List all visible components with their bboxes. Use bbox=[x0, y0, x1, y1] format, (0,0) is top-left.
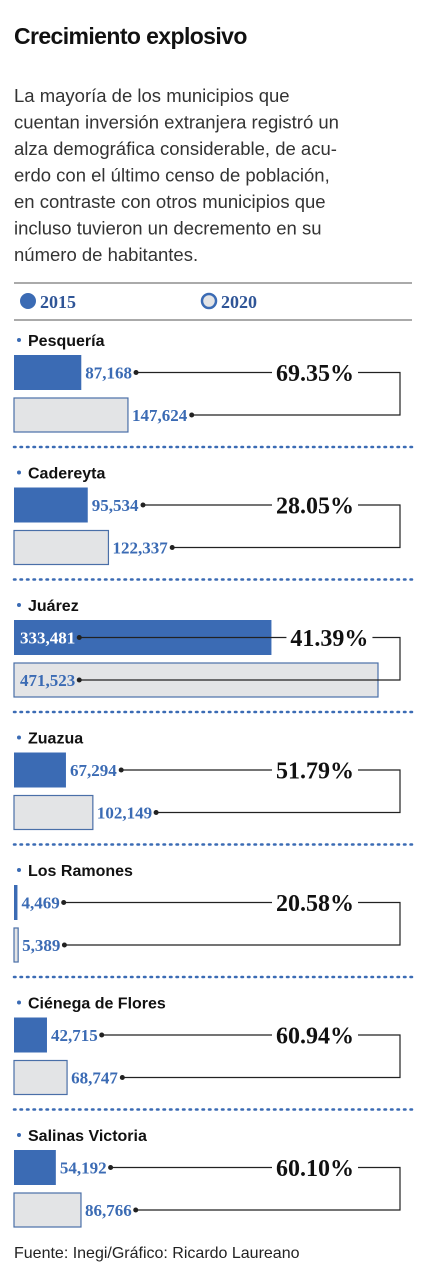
connector-dot bbox=[61, 942, 67, 948]
bar bbox=[14, 355, 82, 390]
subtitle-line: incluso tuvieron un decremento en su bbox=[14, 218, 322, 239]
bar bbox=[14, 1017, 47, 1053]
value-label: 95,534 bbox=[92, 496, 139, 515]
connector-dot bbox=[108, 1165, 114, 1170]
subtitle-line: en contraste con otros municipios que bbox=[14, 191, 326, 212]
connector-dot bbox=[153, 810, 159, 815]
bullet bbox=[17, 868, 21, 872]
value-label: 54,192 bbox=[60, 1159, 107, 1178]
connector bbox=[79, 636, 401, 681]
bar bbox=[13, 1059, 68, 1096]
connector-dot bbox=[118, 767, 124, 773]
subtitle-line: alza demográfica considerable, de acu- bbox=[14, 138, 337, 159]
bullet bbox=[17, 1133, 21, 1137]
growth-label: 60.94% bbox=[276, 1024, 354, 1050]
bullet bbox=[17, 1000, 21, 1005]
value-label: 102,149 bbox=[97, 804, 152, 823]
connector-dot bbox=[140, 502, 146, 508]
bar bbox=[14, 752, 66, 788]
value-label: 471,523 bbox=[20, 671, 75, 690]
category-label: Juárez bbox=[28, 598, 79, 615]
connector bbox=[142, 504, 401, 549]
value-label: 86,766 bbox=[85, 1201, 132, 1220]
connector-dot bbox=[61, 900, 67, 905]
bar bbox=[13, 529, 110, 566]
bar bbox=[13, 927, 19, 963]
connector bbox=[63, 901, 401, 946]
value-label: 333,481 bbox=[20, 629, 75, 648]
value-label: 68,747 bbox=[71, 1069, 118, 1088]
growth-label: 28.05% bbox=[276, 494, 354, 520]
bar bbox=[14, 1150, 56, 1185]
connector-dot bbox=[76, 677, 82, 683]
subtitle-line: La mayoría de los municipios que bbox=[14, 85, 290, 106]
source: Fuente: Inegi/Gráfico: Ricardo Laureano bbox=[14, 1245, 300, 1262]
bar bbox=[13, 397, 129, 433]
subtitle-line: número de habitantes. bbox=[14, 244, 198, 265]
connector-dot bbox=[133, 370, 139, 375]
growth-label: 60.10% bbox=[276, 1156, 354, 1182]
value-label: 122,337 bbox=[112, 539, 168, 558]
bullet bbox=[17, 735, 21, 740]
connector-dot bbox=[119, 1075, 125, 1080]
value-label: 87,168 bbox=[85, 364, 132, 383]
category-label: Pesquería bbox=[28, 333, 105, 350]
growth-label: 20.58% bbox=[276, 891, 354, 917]
growth-label: 69.35% bbox=[276, 361, 354, 387]
legend-label: 2015 bbox=[40, 292, 76, 312]
bullet bbox=[17, 470, 21, 475]
connector-dot bbox=[189, 412, 195, 418]
bar bbox=[13, 794, 94, 831]
value-label: 5,389 bbox=[22, 936, 60, 955]
growth-label: 51.79% bbox=[276, 759, 354, 785]
connector-dot bbox=[99, 1032, 105, 1038]
legend-marker bbox=[20, 293, 36, 309]
bar bbox=[14, 885, 18, 920]
connector-dot bbox=[133, 1207, 139, 1213]
growth-label: 41.39% bbox=[290, 626, 368, 652]
connector bbox=[110, 1166, 401, 1211]
category-label: Cadereyta bbox=[28, 466, 105, 483]
value-label: 147,624 bbox=[132, 406, 188, 425]
connector bbox=[101, 1034, 401, 1079]
bar bbox=[13, 1192, 82, 1228]
category-label: Ciénega de Flores bbox=[28, 996, 166, 1013]
value-label: 4,469 bbox=[21, 894, 59, 913]
category-label: Los Ramones bbox=[28, 863, 133, 880]
connector bbox=[136, 371, 401, 416]
category-label: Salinas Victoria bbox=[28, 1128, 147, 1145]
subtitle-line: cuentan inversión extranjera registró un bbox=[14, 112, 339, 133]
connector-dot bbox=[169, 545, 175, 550]
bullet bbox=[17, 603, 21, 607]
subtitle-line: erdo con el último censo de población, bbox=[14, 165, 330, 186]
category-label: Zuazua bbox=[28, 731, 83, 748]
value-label: 67,294 bbox=[70, 761, 117, 780]
legend-label: 2020 bbox=[221, 292, 257, 312]
bar bbox=[14, 487, 88, 523]
connector bbox=[121, 769, 401, 814]
legend-marker bbox=[200, 292, 218, 310]
chart-title: Crecimiento explosivo bbox=[14, 23, 247, 49]
value-label: 42,715 bbox=[51, 1026, 98, 1045]
connector-dot bbox=[76, 635, 82, 640]
bullet bbox=[17, 338, 21, 342]
